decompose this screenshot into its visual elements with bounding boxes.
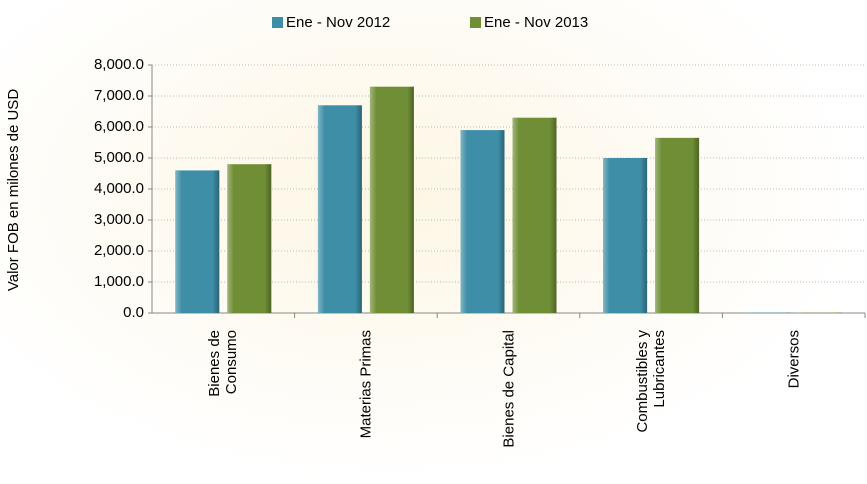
x-tick-label: Combustibles y Lubricantes xyxy=(634,330,668,452)
x-tick-label: Bienes de Consumo xyxy=(206,330,240,452)
bar-shine xyxy=(513,118,557,313)
y-tick-label: 8,000.0 xyxy=(94,56,144,73)
y-tick-label: 0.0 xyxy=(123,304,144,321)
legend-label: Ene - Nov 2012 xyxy=(286,14,390,31)
chart-root: Valor FOB en milones de USD 0.0 1,000.0 2,… xyxy=(0,0,867,484)
y-tick-label: 6,000.0 xyxy=(94,118,144,135)
y-tick-label: 3,000.0 xyxy=(94,211,144,228)
bar-shine xyxy=(370,87,414,313)
chart: Valor FOB en milones de USD 0.0 1,000.0 2,… xyxy=(0,0,867,484)
y-axis-title: Valor FOB en milones de USD xyxy=(5,89,22,291)
y-tick-label: 2,000.0 xyxy=(94,242,144,259)
y-tick-label: 4,000.0 xyxy=(94,180,144,197)
bar-shine xyxy=(655,138,699,313)
x-tick-label: Bienes de Capital xyxy=(500,330,517,452)
legend-label: Ene - Nov 2013 xyxy=(484,14,588,31)
bar-shine xyxy=(318,105,362,313)
x-tick-label: Materias Primas xyxy=(357,330,374,452)
bar-shine xyxy=(227,164,271,313)
y-tick-label: 7,000.0 xyxy=(94,87,144,104)
legend-swatch xyxy=(272,17,283,28)
x-tick-label: Diversos xyxy=(785,330,802,452)
legend-swatch xyxy=(470,17,481,28)
bar-shine xyxy=(175,170,219,313)
y-tick-label: 1,000.0 xyxy=(94,273,144,290)
y-tick-label: 5,000.0 xyxy=(94,149,144,166)
bar-shine xyxy=(603,158,647,313)
bar-shine xyxy=(461,130,505,313)
